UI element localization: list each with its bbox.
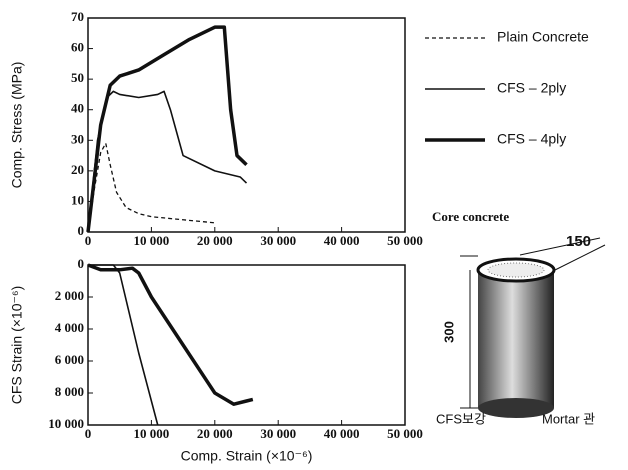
plot-frame — [87, 264, 406, 426]
y-tick-label: 20 — [71, 162, 84, 177]
y-tick-label: 30 — [71, 131, 84, 146]
x-tick-label: 40 000 — [324, 233, 360, 248]
x-tick-label: 30 000 — [260, 426, 296, 441]
x-tick-label: 10 000 — [134, 426, 170, 441]
diagram-label: 300 — [441, 321, 456, 343]
y-axis-label: Comp. Stress (MPa) — [9, 62, 25, 189]
x-tick-label: 20 000 — [197, 426, 233, 441]
x-tick-label: 50 000 — [387, 233, 423, 248]
y-tick-label: 0 — [78, 256, 85, 271]
legend-label: CFS – 2ply — [497, 80, 566, 96]
x-tick-label: 30 000 — [260, 233, 296, 248]
y-tick-label: 0 — [78, 223, 85, 238]
y-tick-label: 6 000 — [55, 352, 84, 367]
core-face — [487, 262, 545, 278]
cylinder-diagram: Core concrete 150 300 CFS보강 Mortar 관 — [432, 209, 606, 426]
diagram-label: 150 — [566, 233, 591, 250]
y-tick-label: 70 — [71, 9, 84, 24]
y-tick-label: 2 000 — [55, 288, 84, 303]
y-tick-label: 50 — [71, 70, 84, 85]
cylinder-base — [478, 398, 554, 418]
x-tick-label: 50 000 — [387, 426, 423, 441]
diagram-label: CFS보강 — [436, 411, 486, 426]
x-tick-label: 0 — [85, 426, 92, 441]
plot-frame — [87, 17, 406, 233]
diagram-label: Mortar 관 — [542, 411, 595, 426]
cylinder-body — [478, 270, 554, 408]
legend-label: Plain Concrete — [497, 29, 589, 45]
x-tick-label: 0 — [85, 233, 92, 248]
series-line — [88, 264, 159, 426]
y-tick-label: 8 000 — [55, 384, 84, 399]
y-tick-label: 10 000 — [48, 416, 84, 431]
series-line — [87, 142, 215, 233]
legend-label: CFS – 4ply — [497, 131, 566, 147]
series-line — [86, 25, 248, 233]
dim-line — [519, 237, 601, 256]
series-line — [87, 263, 254, 406]
dim-line — [554, 244, 606, 271]
y-tick-label: 60 — [71, 40, 84, 55]
x-tick-label: 40 000 — [324, 426, 360, 441]
x-axis-label: Comp. Strain (×10⁻⁶) — [181, 448, 313, 464]
series-line — [87, 90, 248, 233]
y-axis-label: CFS Strain (×10⁻⁶) — [9, 286, 25, 405]
y-tick-label: 10 — [71, 192, 84, 207]
y-tick-label: 4 000 — [55, 320, 84, 335]
y-tick-label: 40 — [71, 101, 84, 116]
x-tick-label: 20 000 — [197, 233, 233, 248]
diagram-label: Core concrete — [432, 209, 509, 224]
x-tick-label: 10 000 — [134, 233, 170, 248]
